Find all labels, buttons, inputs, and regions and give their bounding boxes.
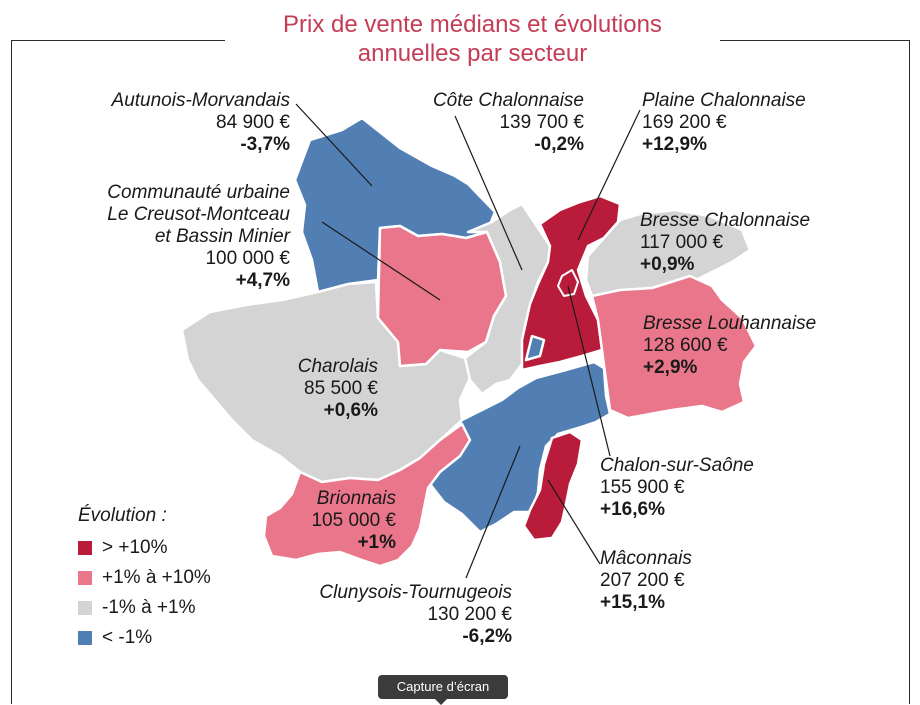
leader-clunysois <box>465 445 521 579</box>
legend-label: +1% à +10% <box>102 567 211 588</box>
sector-name: Autunois-Morvandais <box>111 90 290 111</box>
sector-name: Mâconnais <box>600 548 692 569</box>
legend-swatch-blue <box>78 631 92 645</box>
label-brionnais: Brionnais 105 000 € +1% <box>270 488 396 554</box>
region-clunysois-patch <box>524 334 546 362</box>
legend-item: > +10% <box>78 533 211 563</box>
label-plaine-chalonnaise: Plaine Chalonnaise 169 200 € +12,9% <box>642 90 842 156</box>
sector-price: 100 000 € <box>205 248 290 269</box>
leader-chalon <box>567 285 611 457</box>
legend-swatch-dark-red <box>78 541 92 555</box>
sector-price: 105 000 € <box>311 510 396 531</box>
sector-evolution: -3,7% <box>240 134 290 155</box>
legend-item: -1% à +1% <box>78 593 211 623</box>
legend-title: Évolution : <box>78 505 167 526</box>
sector-name: Clunysois-Tournugeois <box>319 582 512 603</box>
sector-evolution: +1% <box>357 532 396 553</box>
label-cote-chalonnaise: Côte Chalonnaise 139 700 € -0,2% <box>380 90 584 156</box>
map-title: Prix de vente médians et évolutions annu… <box>225 10 720 68</box>
sector-evolution: -0,2% <box>534 134 584 155</box>
sector-price: 130 200 € <box>427 604 512 625</box>
sector-price: 85 500 € <box>304 378 378 399</box>
sector-price: 117 000 € <box>640 232 724 253</box>
legend-swatch-pink <box>78 571 92 585</box>
sector-name-line-3: et Bassin Minier <box>154 226 290 247</box>
sector-evolution: +2,9% <box>643 357 698 378</box>
region-chalon-sur-saone <box>557 269 579 297</box>
sector-evolution: +15,1% <box>600 592 665 613</box>
sector-price: 84 900 € <box>216 112 290 133</box>
sector-name-line-2: Le Creusot-Montceau <box>107 204 290 225</box>
sector-name: Brionnais <box>316 488 396 509</box>
region-bresse-chalonnaise <box>584 208 752 298</box>
legend-item: +1% à +10% <box>78 563 211 593</box>
legend-item: < -1% <box>78 623 211 653</box>
legend-label: < -1% <box>102 627 153 648</box>
sector-price: 155 900 € <box>600 477 685 498</box>
label-autunois: Autunois-Morvandais 84 900 € -3,7% <box>70 90 290 156</box>
screenshot-tooltip: Capture d’écran <box>378 675 508 705</box>
label-bresse-louhannaise: Bresse Louhannaise 128 600 € +2,9% <box>643 313 863 379</box>
sector-name: Bresse Louhannaise <box>643 313 817 334</box>
legend-swatch-grey <box>78 601 92 615</box>
sector-evolution: +0,6% <box>323 400 378 421</box>
sector-name: Chalon-sur-Saône <box>600 455 754 476</box>
region-cote-chalonnaise <box>463 202 552 396</box>
sector-evolution: +12,9% <box>642 134 707 155</box>
label-charolais: Charolais 85 500 € +0,6% <box>260 356 378 422</box>
sector-price: 139 700 € <box>499 112 584 133</box>
sector-price: 169 200 € <box>642 112 727 133</box>
sector-evolution: +0,9% <box>640 254 695 275</box>
sector-name: Plaine Chalonnaise <box>642 90 806 111</box>
label-clunysois: Clunysois-Tournugeois 130 200 € -6,2% <box>280 582 512 648</box>
sector-evolution: +4,7% <box>235 270 290 291</box>
leader-maconnais <box>547 479 601 565</box>
leader-plaine <box>577 109 641 241</box>
legend-label: -1% à +1% <box>102 597 196 618</box>
title-line-1: Prix de vente médians et évolutions <box>283 11 662 38</box>
region-bresse-louhannaise <box>590 274 758 420</box>
leader-cote <box>454 115 523 271</box>
legend: Évolution : > +10% +1% à +10% -1% à +1% … <box>78 505 211 653</box>
sector-name: Charolais <box>297 356 378 377</box>
legend-label: > +10% <box>102 537 168 558</box>
sector-name: Bresse Chalonnaise <box>640 210 811 231</box>
leader-creusot <box>321 221 441 301</box>
sector-name: Côte Chalonnaise <box>432 90 584 111</box>
sector-evolution: +16,6% <box>600 499 665 520</box>
title-line-2: annuelles par secteur <box>357 40 588 67</box>
sector-name-line-1: Communauté urbaine <box>107 182 290 203</box>
label-bresse-chalonnaise: Bresse Chalonnaise 117 000 € +0,9% <box>640 210 840 276</box>
label-maconnais: Mâconnais 207 200 € +15,1% <box>600 548 800 614</box>
sector-price: 207 200 € <box>600 570 685 591</box>
label-chalon-sur-saone: Chalon-sur-Saône 155 900 € +16,6% <box>600 455 810 521</box>
sector-evolution: -6,2% <box>462 626 512 647</box>
label-creusot: Communauté urbaine Le Creusot-Montceau e… <box>50 182 290 292</box>
region-brionnais <box>262 422 472 568</box>
region-maconnais <box>522 430 584 542</box>
sector-price: 128 600 € <box>643 335 728 356</box>
leader-autunois <box>295 103 373 187</box>
